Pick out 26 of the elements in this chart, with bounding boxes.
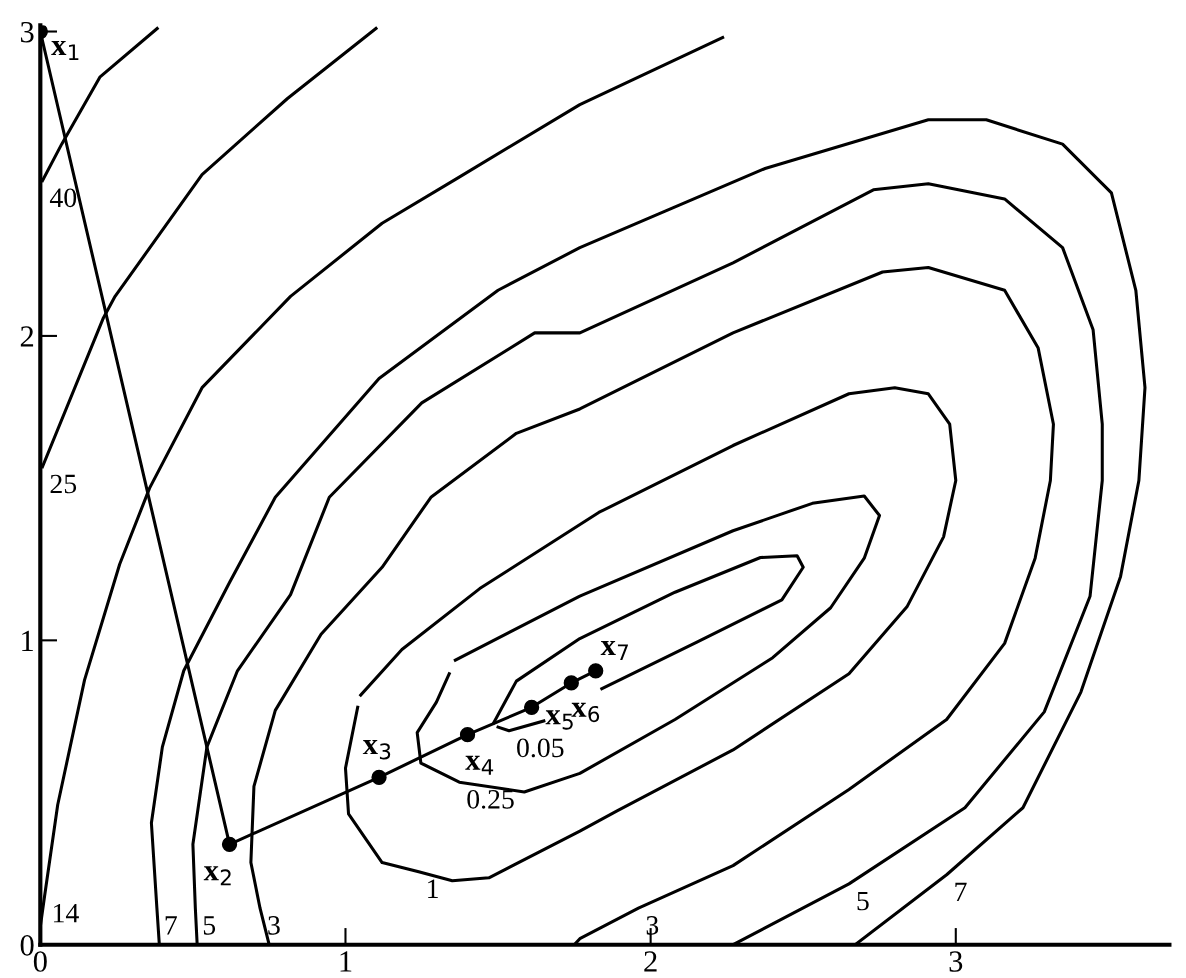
x-tick-label: 1 bbox=[340, 951, 352, 972]
annotation: 3 bbox=[268, 916, 280, 935]
y-tick-label: 1 bbox=[22, 630, 33, 651]
y-tick-label: 2 bbox=[20, 326, 34, 347]
annotation: x$_{7}$ bbox=[600, 641, 628, 661]
y-tick-label: 0 bbox=[20, 935, 34, 956]
annotation: 7 bbox=[165, 916, 177, 935]
annotation: x$_{5}$ bbox=[545, 710, 573, 730]
y-tick-label: 3 bbox=[20, 21, 34, 43]
annotation: x$_{4}$ bbox=[465, 755, 494, 775]
annotation: 14 bbox=[53, 903, 79, 923]
annotation: 25 bbox=[50, 474, 77, 494]
annotation: 5 bbox=[203, 916, 216, 935]
x-tick-label: 2 bbox=[644, 951, 657, 972]
annotation: 0.05 bbox=[517, 738, 564, 758]
annotation: 0.25 bbox=[467, 789, 514, 809]
annotation: 40 bbox=[49, 188, 77, 208]
x-tick-label: 3 bbox=[949, 951, 963, 972]
annotation: 3 bbox=[646, 916, 659, 935]
annotation: 1 bbox=[428, 879, 438, 898]
annotation: x$_{3}$ bbox=[362, 740, 391, 760]
annotation: 5 bbox=[857, 891, 869, 911]
annotation: x$_{1}$ bbox=[51, 40, 79, 60]
annotation: 7 bbox=[955, 882, 967, 901]
annotation: x$_{2}$ bbox=[203, 866, 231, 886]
x-tick-label: 0 bbox=[33, 951, 47, 972]
